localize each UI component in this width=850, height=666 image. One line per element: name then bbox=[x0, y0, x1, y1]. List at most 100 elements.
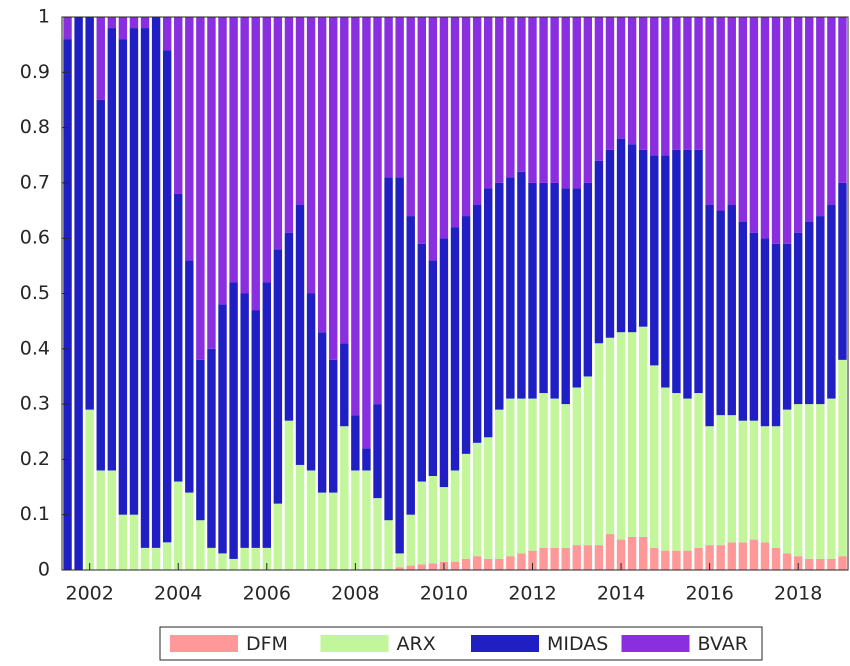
bar-segment bbox=[771, 426, 781, 548]
bar-segment bbox=[196, 520, 205, 570]
bar-segment bbox=[174, 481, 183, 570]
bar-segment bbox=[760, 17, 770, 239]
bar-segment bbox=[74, 17, 83, 570]
bar-segment bbox=[539, 547, 548, 570]
bar-segment bbox=[461, 216, 471, 454]
x-tick-label: 2002 bbox=[65, 583, 113, 605]
bar-segment bbox=[627, 536, 637, 570]
bar-segment bbox=[450, 561, 460, 570]
bar-segment bbox=[561, 404, 570, 548]
bar-segment bbox=[306, 293, 316, 471]
bar-segment bbox=[705, 545, 714, 570]
bar-segment bbox=[317, 332, 327, 493]
bar-segment bbox=[251, 547, 260, 570]
bar-segment bbox=[484, 17, 493, 189]
bar-segment bbox=[672, 149, 681, 394]
bar-segment bbox=[373, 404, 382, 499]
bar-segment bbox=[627, 144, 637, 333]
bar-segment bbox=[295, 205, 305, 465]
bar-segment bbox=[550, 398, 559, 548]
bar-segment bbox=[583, 376, 593, 546]
bar-segment bbox=[661, 550, 670, 570]
bar-segment bbox=[694, 393, 703, 548]
bar-segment bbox=[616, 539, 626, 570]
bar-segment bbox=[550, 182, 559, 399]
bar-segment bbox=[561, 188, 570, 405]
bar-segment bbox=[417, 17, 426, 244]
bar-segment bbox=[771, 243, 781, 427]
bar-segment bbox=[262, 547, 272, 570]
bar-segment bbox=[816, 558, 825, 570]
bar-segment bbox=[207, 547, 216, 570]
bar-segment bbox=[782, 243, 792, 410]
y-tick-label: 0.1 bbox=[20, 503, 50, 525]
bar-segment bbox=[661, 155, 670, 388]
bar-segment bbox=[107, 17, 117, 29]
bar-segment bbox=[827, 17, 836, 206]
bar-segment bbox=[528, 550, 537, 570]
bar-segment bbox=[738, 221, 748, 421]
bar-segment bbox=[683, 17, 692, 150]
bar-segment bbox=[650, 155, 659, 366]
bar-segment bbox=[793, 232, 803, 405]
bar-segment bbox=[738, 420, 748, 543]
bar-segment bbox=[838, 182, 847, 360]
bar-segment bbox=[229, 558, 238, 570]
legend-swatch bbox=[621, 635, 690, 652]
bar-segment bbox=[528, 17, 537, 183]
bar-segment bbox=[472, 17, 482, 206]
bar-segment bbox=[528, 182, 537, 399]
bar-segment bbox=[805, 558, 814, 570]
bar-segment bbox=[749, 539, 759, 570]
y-tick-label: 0.8 bbox=[20, 116, 50, 138]
bar-segment bbox=[329, 492, 338, 570]
bar-segment bbox=[373, 17, 382, 405]
legend-label: BVAR bbox=[698, 633, 748, 655]
bar-segment bbox=[716, 17, 725, 211]
bar-segment bbox=[716, 415, 725, 546]
bar-segment bbox=[749, 232, 759, 421]
bar-segment bbox=[705, 17, 714, 206]
bar-segment bbox=[439, 487, 449, 562]
legend-label: DFM bbox=[246, 633, 288, 655]
bar-segment bbox=[838, 17, 847, 183]
bar-segment bbox=[583, 182, 593, 377]
bar-segment bbox=[295, 17, 305, 206]
bar-segment bbox=[484, 188, 493, 438]
bar-segment bbox=[760, 426, 770, 543]
bar-segment bbox=[96, 17, 105, 100]
bar-segment bbox=[295, 464, 305, 570]
bar-segment bbox=[395, 553, 404, 568]
bar-segment bbox=[605, 17, 615, 150]
legend-label: ARX bbox=[397, 633, 436, 655]
bar-segment bbox=[683, 550, 692, 570]
bar-segment bbox=[484, 437, 493, 559]
bar-segment bbox=[727, 17, 736, 206]
bar-segment bbox=[417, 564, 426, 570]
bar-segment bbox=[384, 17, 393, 178]
bar-segment bbox=[273, 17, 283, 250]
bar-segment bbox=[561, 547, 570, 570]
bar-segment bbox=[650, 17, 659, 156]
bar-segment bbox=[140, 28, 150, 548]
bar-segment bbox=[594, 160, 604, 344]
bar-segment bbox=[229, 17, 238, 283]
bar-segment bbox=[793, 17, 803, 233]
bar-segment bbox=[461, 558, 471, 570]
bar-segment bbox=[129, 28, 139, 515]
bar-segment bbox=[218, 553, 227, 570]
bar-segment bbox=[827, 205, 836, 399]
bar-segment bbox=[428, 17, 438, 261]
bar-segment bbox=[185, 492, 194, 570]
bar-segment bbox=[417, 481, 426, 565]
bar-segment bbox=[638, 536, 648, 570]
bar-segment bbox=[638, 17, 648, 150]
bar-segment bbox=[439, 17, 449, 239]
bar-segment bbox=[572, 387, 581, 546]
bar-segment bbox=[240, 547, 249, 570]
bar-segment bbox=[340, 17, 349, 344]
bar-segment bbox=[495, 558, 504, 570]
x-tick-label: 2004 bbox=[154, 583, 202, 605]
bar-segment bbox=[129, 17, 139, 29]
bar-segment bbox=[317, 17, 327, 333]
